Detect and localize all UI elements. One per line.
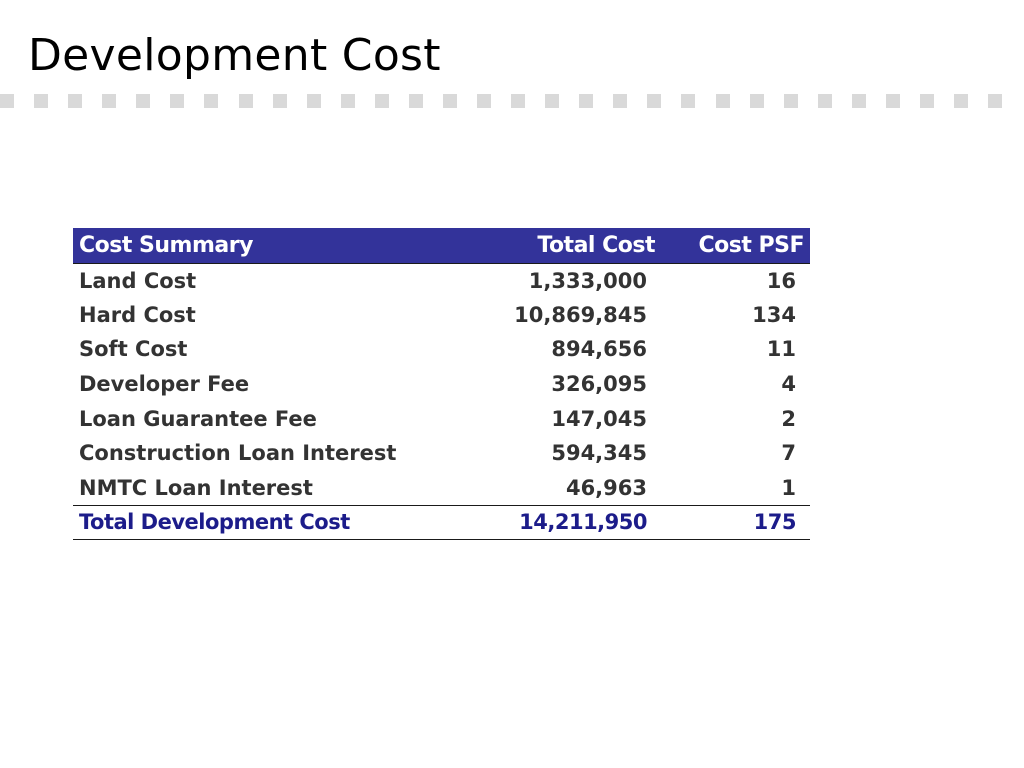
decorative-square bbox=[885, 94, 900, 108]
row-label: Land Cost bbox=[79, 268, 197, 293]
slide-title: Development Cost bbox=[28, 30, 441, 81]
row-cost-psf: 4 bbox=[781, 372, 796, 397]
table-row: Land Cost 1,333,000 16 bbox=[73, 263, 810, 298]
decorative-square bbox=[477, 94, 491, 108]
total-row-cost-psf: 175 bbox=[669, 504, 810, 540]
decorative-square bbox=[238, 94, 253, 108]
decorative-square bbox=[681, 94, 696, 108]
header-cost-psf: Cost PSF bbox=[669, 228, 810, 264]
row-total-cost: 10,869,845 bbox=[514, 302, 647, 327]
decorative-square-strip bbox=[0, 94, 1024, 108]
row-label: Loan Guarantee Fee bbox=[79, 406, 317, 431]
row-total-cost: 894,656 bbox=[551, 337, 647, 362]
decorative-square bbox=[783, 94, 798, 108]
row-total-cost: 46,963 bbox=[565, 475, 647, 500]
decorative-square bbox=[68, 94, 83, 108]
table-row: NMTC Loan Interest 46,963 1 bbox=[73, 471, 810, 506]
total-row-label: Total Development Cost bbox=[73, 504, 483, 540]
decorative-square bbox=[647, 94, 662, 108]
total-row-total-cost: 14,211,950 bbox=[483, 504, 669, 540]
row-cost-psf: 1 bbox=[781, 475, 796, 500]
decorative-square bbox=[272, 94, 287, 108]
decorative-square bbox=[442, 94, 457, 108]
header-total-cost: Total Cost bbox=[483, 228, 669, 264]
table-row: Hard Cost 10,869,845 134 bbox=[73, 298, 810, 333]
table-row: Developer Fee 326,095 4 bbox=[73, 367, 810, 402]
decorative-square bbox=[170, 94, 185, 108]
decorative-square bbox=[749, 94, 764, 108]
decorative-square bbox=[919, 94, 934, 108]
decorative-square bbox=[408, 94, 423, 108]
table-header-row: Cost Summary Total Cost Cost PSF bbox=[73, 228, 810, 264]
row-label: NMTC Loan Interest bbox=[79, 475, 313, 500]
row-label: Developer Fee bbox=[79, 372, 250, 397]
total-row: Total Development Cost 14,211,950 175 bbox=[73, 504, 810, 540]
row-total-cost: 326,095 bbox=[551, 372, 647, 397]
decorative-square bbox=[511, 94, 526, 108]
decorative-square bbox=[613, 94, 628, 108]
decorative-square bbox=[545, 94, 560, 108]
row-total-cost: 147,045 bbox=[551, 406, 647, 431]
decorative-square bbox=[136, 94, 151, 108]
decorative-square bbox=[204, 94, 219, 108]
row-total-cost: 1,333,000 bbox=[528, 268, 647, 293]
row-cost-psf: 2 bbox=[781, 406, 796, 431]
decorative-square bbox=[102, 94, 117, 108]
decorative-square bbox=[34, 94, 49, 108]
row-label: Construction Loan Interest bbox=[79, 441, 397, 466]
decorative-square bbox=[954, 94, 968, 108]
row-cost-psf: 16 bbox=[766, 268, 796, 293]
decorative-square bbox=[340, 94, 355, 108]
table-row: Soft Cost 894,656 11 bbox=[73, 332, 810, 367]
decorative-square bbox=[988, 94, 1002, 108]
row-label: Hard Cost bbox=[79, 302, 196, 327]
row-cost-psf: 7 bbox=[781, 441, 796, 466]
table-row: Loan Guarantee Fee 147,045 2 bbox=[73, 401, 810, 436]
header-cost-summary: Cost Summary bbox=[73, 228, 483, 264]
decorative-square bbox=[0, 94, 14, 108]
decorative-square bbox=[715, 94, 730, 108]
decorative-square bbox=[851, 94, 866, 108]
decorative-square bbox=[374, 94, 389, 108]
row-cost-psf: 134 bbox=[752, 302, 796, 327]
row-cost-psf: 11 bbox=[766, 337, 796, 362]
table-row: Construction Loan Interest 594,345 7 bbox=[73, 436, 810, 471]
decorative-square bbox=[306, 94, 321, 108]
row-total-cost: 594,345 bbox=[551, 441, 647, 466]
decorative-square bbox=[579, 94, 594, 108]
decorative-square bbox=[817, 94, 832, 108]
row-label: Soft Cost bbox=[79, 337, 188, 362]
cost-summary-table: Cost Summary Total Cost Cost PSF Land Co… bbox=[73, 228, 810, 540]
